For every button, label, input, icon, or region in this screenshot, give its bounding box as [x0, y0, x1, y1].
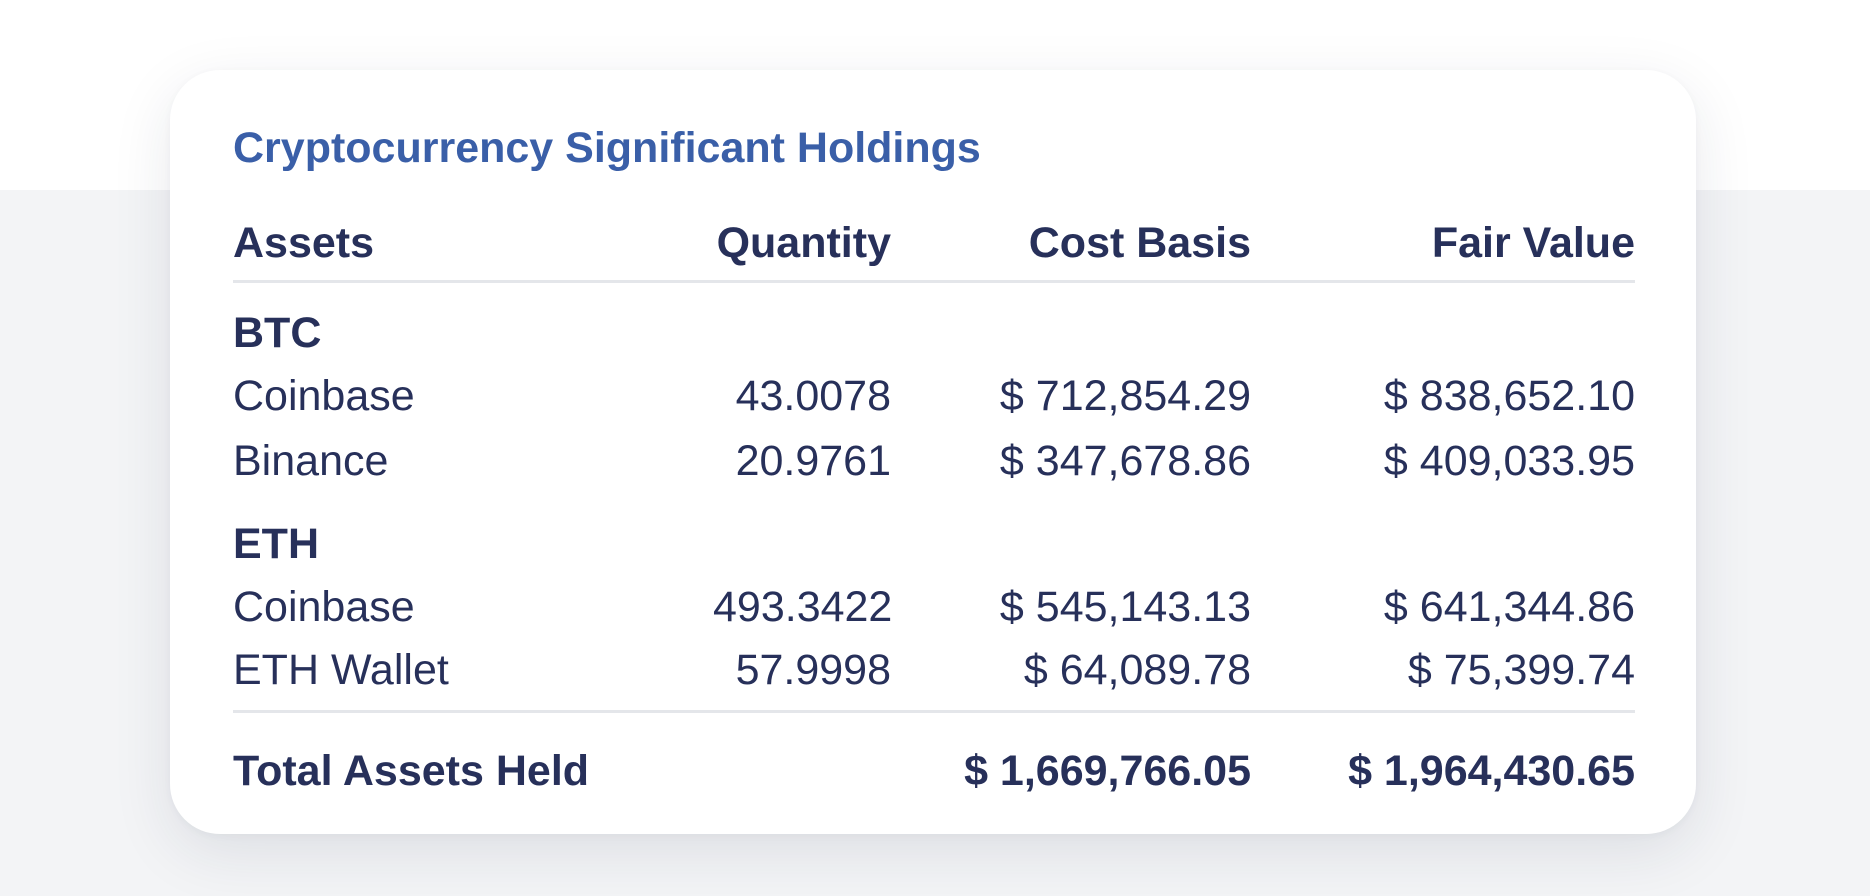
quantity-cell: 493.3422 [713, 583, 893, 631]
total-cost-basis: $ 1,669,766.05 [891, 710, 1251, 821]
total-label: Total Assets Held [233, 710, 713, 821]
total-row: Total Assets Held $ 1,669,766.05 $ 1,964… [233, 710, 1635, 821]
cost-basis-cell: $ 712,854.29 [999, 372, 1251, 420]
column-header-fair-value: Fair Value [1251, 206, 1635, 283]
column-header-assets: Assets [233, 206, 713, 283]
cost-basis-cell: $ 347,678.86 [999, 437, 1251, 485]
group-label: BTC [233, 309, 322, 357]
holdings-card: Cryptocurrency Significant Holdings Asse… [170, 70, 1696, 834]
quantity-cell: 57.9998 [735, 645, 891, 694]
table-row: Coinbase 43.0078 $ 712,854.29 $ 838,652.… [233, 364, 1635, 429]
table-row: Coinbase 493.3422 $ 545,143.13 $ 641,344… [233, 575, 1635, 640]
fair-value-cell: $ 75,399.74 [1407, 645, 1635, 694]
quantity-cell: 20.9761 [735, 437, 891, 485]
asset-cell: Coinbase [233, 372, 415, 420]
card-title: Cryptocurrency Significant Holdings [233, 124, 981, 172]
cost-basis-cell: $ 64,089.78 [1023, 645, 1251, 694]
table-row: Binance 20.9761 $ 347,678.86 $ 409,033.9… [233, 429, 1635, 494]
holdings-table-wrapper: Assets Quantity Cost Basis Fair Value BT… [233, 206, 1635, 821]
column-header-cost-basis: Cost Basis [891, 206, 1251, 283]
asset-cell: Binance [233, 437, 389, 485]
asset-cell: ETH Wallet [233, 645, 449, 694]
fair-value-cell: $ 409,033.95 [1383, 437, 1635, 485]
group-row-btc: BTC [233, 282, 1635, 365]
table-row: ETH Wallet 57.9998 $ 64,089.78 $ 75,399.… [233, 640, 1635, 712]
asset-cell: Coinbase [233, 583, 415, 631]
cost-basis-cell: $ 545,143.13 [999, 583, 1251, 631]
total-fair-value: $ 1,964,430.65 [1251, 710, 1635, 821]
table-header-row: Assets Quantity Cost Basis Fair Value [233, 206, 1635, 283]
holdings-table: Assets Quantity Cost Basis Fair Value BT… [233, 206, 1635, 821]
fair-value-cell: $ 838,652.10 [1383, 372, 1635, 420]
column-header-quantity: Quantity [713, 206, 891, 283]
group-label: ETH [233, 520, 319, 568]
quantity-cell: 43.0078 [735, 372, 891, 420]
group-row-eth: ETH [233, 494, 1635, 575]
total-quantity-cell [713, 710, 891, 821]
fair-value-cell: $ 641,344.86 [1383, 583, 1635, 631]
